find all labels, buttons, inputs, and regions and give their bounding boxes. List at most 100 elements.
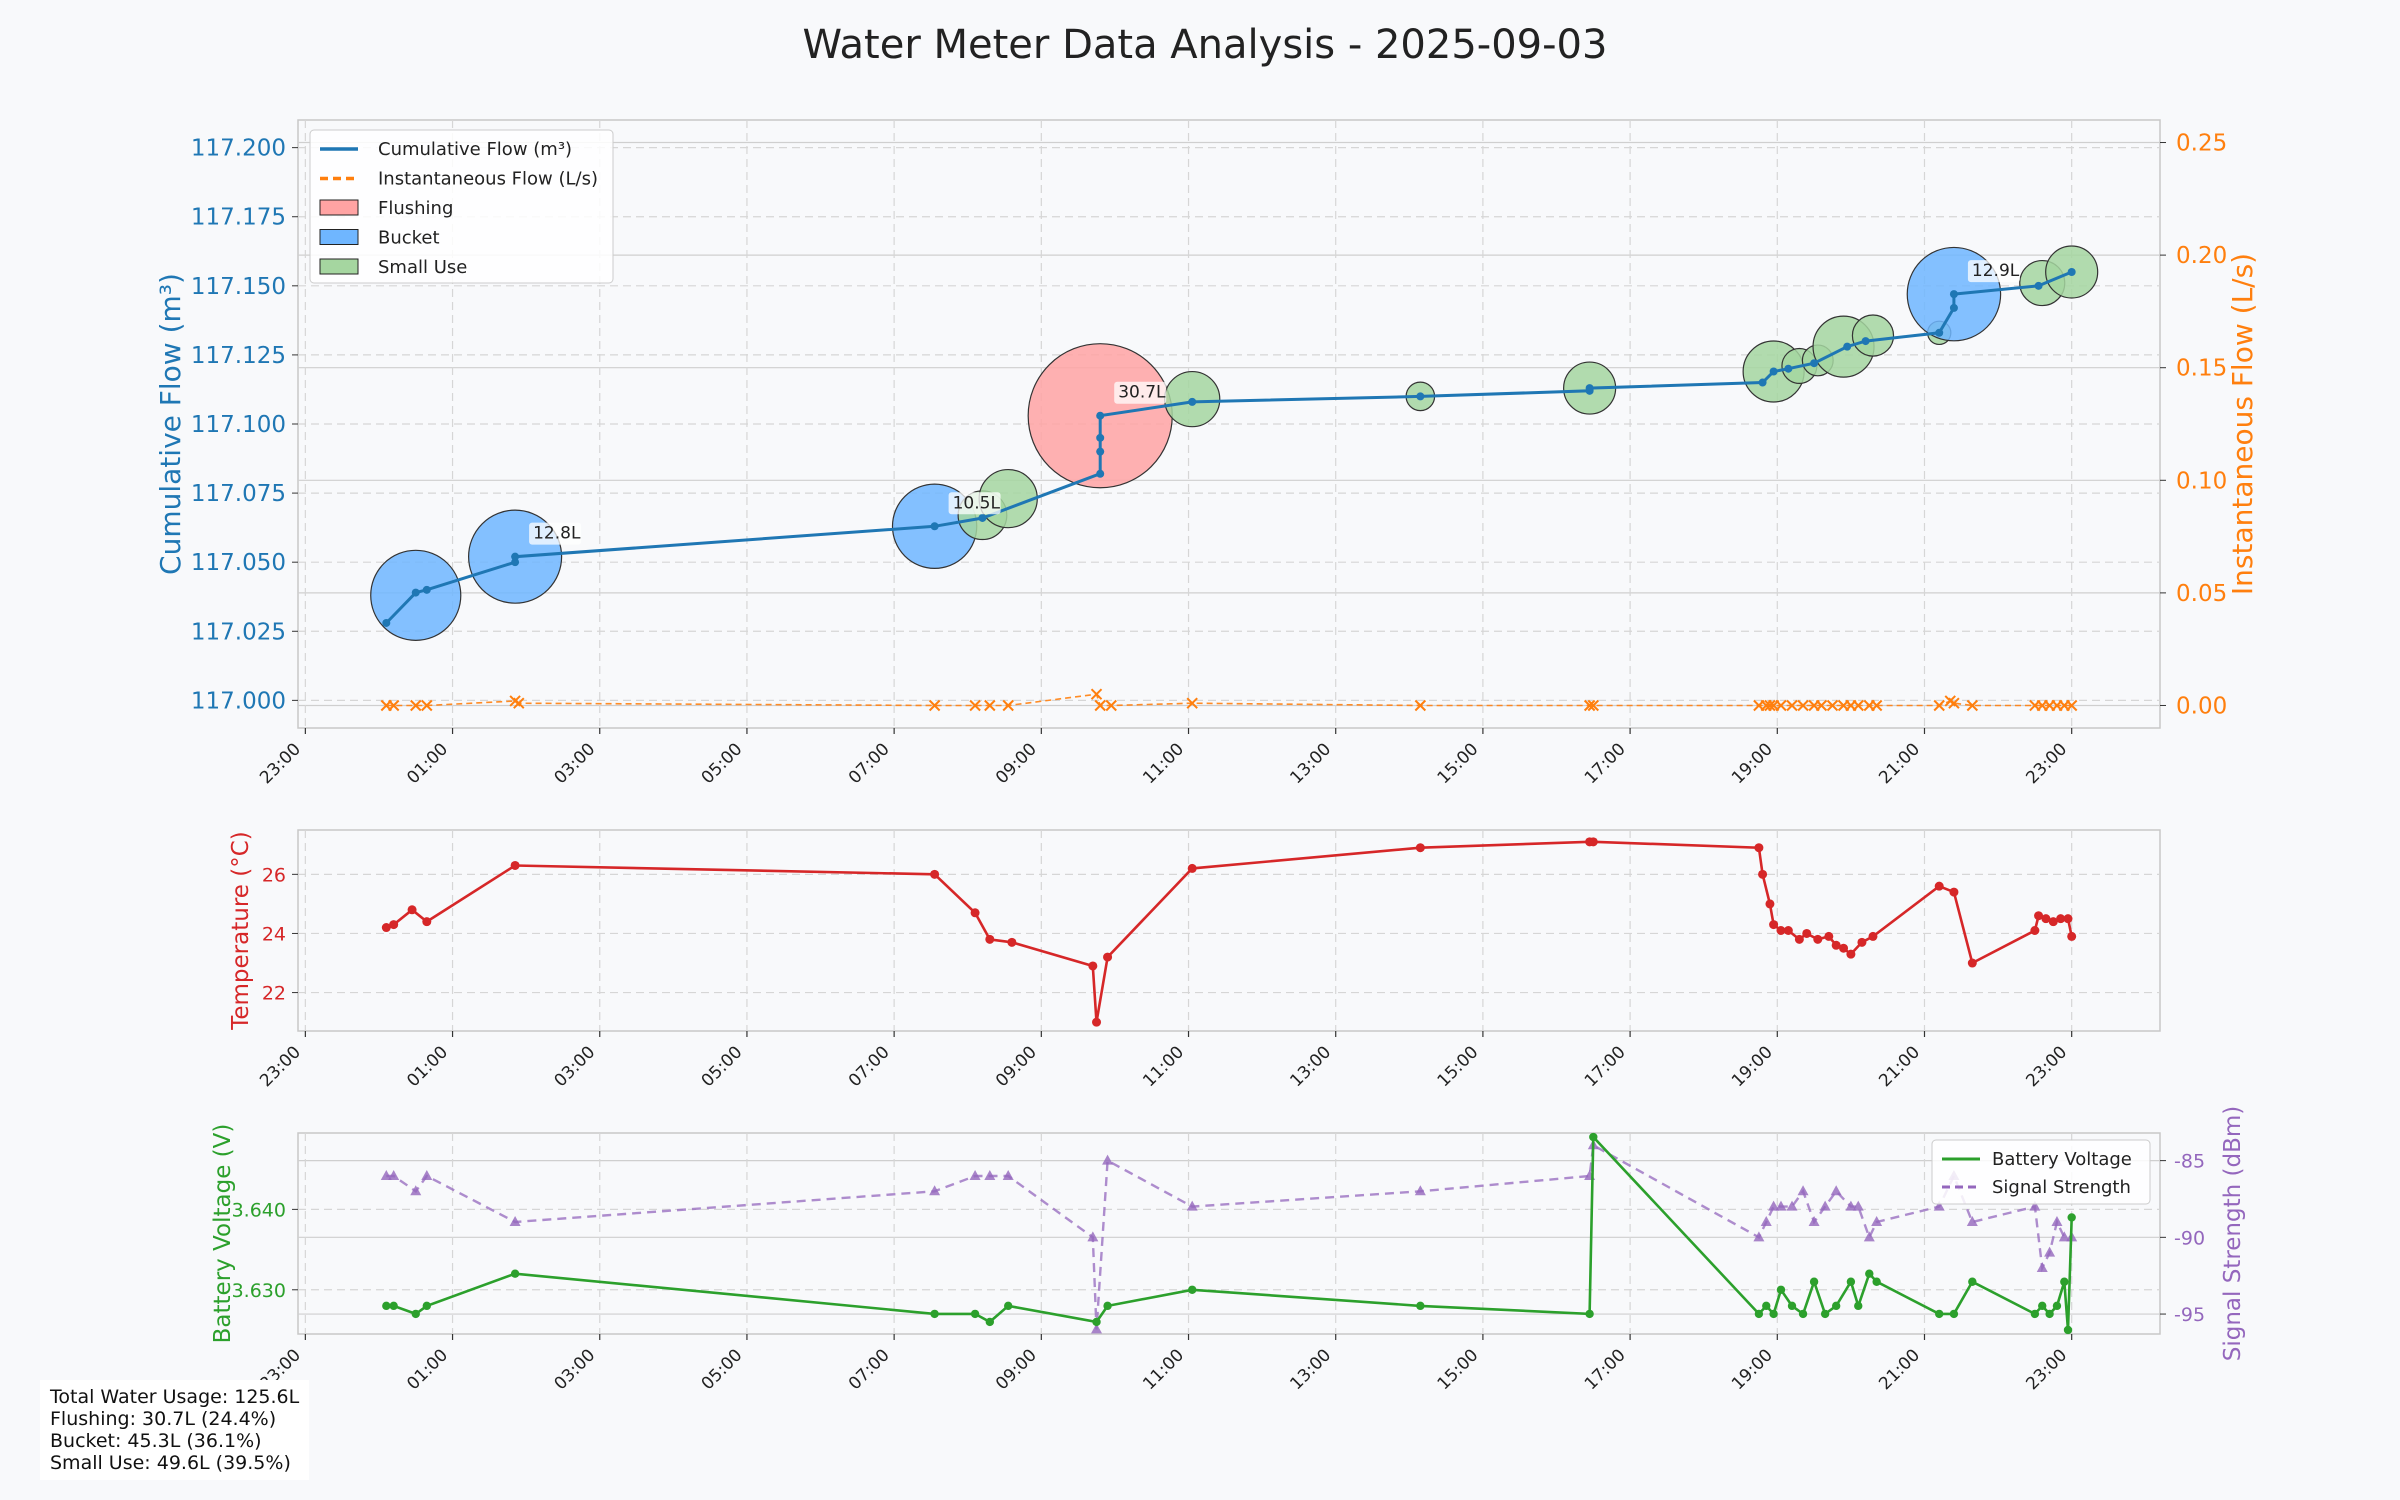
temperature-xtick-label: 11:00 (1139, 1042, 1188, 1091)
battery-voltage-point (2067, 1213, 2075, 1221)
battery-voltage-point (2045, 1310, 2053, 1318)
temperature-point (1007, 938, 1016, 947)
battery-voltage-point (1872, 1278, 1880, 1286)
temperature-point (1088, 961, 1097, 970)
flow-y2tick-label: 0.15 (2176, 356, 2227, 382)
event-label: 12.8L (533, 524, 581, 544)
cumulative-flow-point (382, 619, 390, 627)
temperature-point (1416, 843, 1425, 852)
battery-voltage-point (1188, 1286, 1196, 1294)
flow-xtick-label: 09:00 (992, 739, 1041, 788)
temperature-point (511, 861, 520, 870)
temperature-ytick-label: 26 (262, 864, 286, 886)
flow-xtick-label: 05:00 (698, 739, 747, 788)
temperature-xtick-label: 01:00 (403, 1042, 452, 1091)
battery-voltage-point (1585, 1310, 1593, 1318)
battery-xtick-label: 13:00 (1286, 1345, 1335, 1394)
flow-xtick-label: 01:00 (403, 739, 452, 788)
temperature-point (985, 935, 994, 944)
flow-xtick-label: 21:00 (1875, 739, 1924, 788)
battery-ylabel: Battery Voltage (V) (210, 1124, 236, 1344)
battery-voltage-point (1854, 1302, 1862, 1310)
cumulative-flow-point (1096, 434, 1104, 442)
flow-xtick-label: 23:00 (256, 739, 305, 788)
battery-voltage-point (1769, 1310, 1777, 1318)
temperature-xtick-label: 09:00 (992, 1042, 1041, 1091)
temperature-point (1949, 888, 1958, 897)
temperature-point (1765, 899, 1774, 908)
cumulative-flow-point (1096, 412, 1104, 420)
flow-y2label: Instantaneous Flow (L/s) (2226, 253, 2259, 595)
flow-xtick-label: 23:00 (2022, 739, 2071, 788)
battery-voltage-point (423, 1302, 431, 1310)
battery-xtick-label: 15:00 (1434, 1345, 1483, 1394)
temperature-xtick-label: 21:00 (1875, 1042, 1924, 1091)
battery-xtick-label: 23:00 (2022, 1345, 2071, 1394)
cumulative-flow-point (1770, 367, 1778, 375)
flow-y2tick-label: 0.05 (2176, 581, 2227, 607)
temperature-point (1802, 929, 1811, 938)
battery-xtick-label: 07:00 (845, 1345, 894, 1394)
temperature-point (1784, 926, 1793, 935)
legend-swatch (320, 200, 358, 215)
battery-voltage-point (1416, 1302, 1424, 1310)
battery-voltage-point (511, 1270, 519, 1278)
battery-voltage-point (1092, 1318, 1100, 1326)
event-label: 10.5L (953, 493, 1001, 513)
event-bubble-small-use (1852, 315, 1893, 356)
flow-ytick-label: 117.125 (191, 343, 286, 369)
battery-axes (298, 1133, 2160, 1334)
summary-box: Total Water Usage: 125.6L Flushing: 30.7… (40, 1380, 309, 1480)
temperature-xtick-label: 23:00 (2022, 1042, 2071, 1091)
temperature-point (1589, 837, 1598, 846)
temperature-point (1795, 935, 1804, 944)
temperature-xtick-label: 07:00 (845, 1042, 894, 1091)
summary-small-use: Small Use: 49.6L (39.5%) (50, 1452, 299, 1474)
legend-label: Small Use (378, 257, 467, 278)
temperature-point (1839, 944, 1848, 953)
cumulative-flow-point (1810, 359, 1818, 367)
battery-voltage-point (1821, 1310, 1829, 1318)
battery-voltage-point (1589, 1133, 1597, 1141)
flow-xtick-label: 07:00 (845, 739, 894, 788)
battery-xtick-label: 01:00 (403, 1345, 452, 1394)
signal-ytick-label: -90 (2174, 1227, 2205, 1249)
temperature-point (2030, 926, 2039, 935)
temperature-point (1103, 953, 1112, 962)
flow-ytick-label: 117.025 (191, 619, 286, 645)
flow-ytick-label: 117.175 (191, 205, 286, 231)
cumulative-flow-point (1862, 337, 1870, 345)
signal-ylabel: Signal Strength (dBm) (2220, 1106, 2246, 1362)
legend-swatch (320, 259, 358, 274)
chart-title: Water Meter Data Analysis - 2025-09-03 (803, 22, 1608, 68)
battery-voltage-point (986, 1318, 994, 1326)
summary-flushing: Flushing: 30.7L (24.4%) (50, 1408, 299, 1430)
temperature-point (1188, 864, 1197, 873)
temperature-point (971, 908, 980, 917)
battery-xtick-label: 09:00 (992, 1345, 1041, 1394)
temperature-xtick-label: 19:00 (1728, 1042, 1777, 1091)
cumulative-flow-point (2035, 282, 2043, 290)
flow-y2tick-label: 0.25 (2176, 131, 2227, 157)
battery-voltage-point (1004, 1302, 1012, 1310)
battery-xtick-label: 19:00 (1728, 1345, 1777, 1394)
temperature-point (1968, 959, 1977, 968)
battery-voltage-point (1762, 1302, 1770, 1310)
battery-ytick-label: 3.640 (232, 1199, 286, 1221)
battery-voltage-point (2060, 1278, 2068, 1286)
temperature-point (389, 920, 398, 929)
temperature-point (1857, 938, 1866, 947)
cumulative-flow-point (1586, 384, 1594, 392)
summary-total: Total Water Usage: 125.6L (50, 1386, 299, 1408)
legend-label: Bucket (378, 228, 440, 249)
temperature-point (1846, 950, 1855, 959)
temperature-point (930, 870, 939, 879)
battery-voltage-point (1799, 1310, 1807, 1318)
temperature-xtick-label: 17:00 (1581, 1042, 1630, 1091)
temperature-point (1092, 1018, 1101, 1027)
flow-ytick-label: 117.100 (191, 412, 286, 438)
flow-xtick-label: 03:00 (550, 739, 599, 788)
battery-xtick-label: 21:00 (1875, 1345, 1924, 1394)
battery-voltage-point (382, 1302, 390, 1310)
battery-voltage-point (930, 1310, 938, 1318)
